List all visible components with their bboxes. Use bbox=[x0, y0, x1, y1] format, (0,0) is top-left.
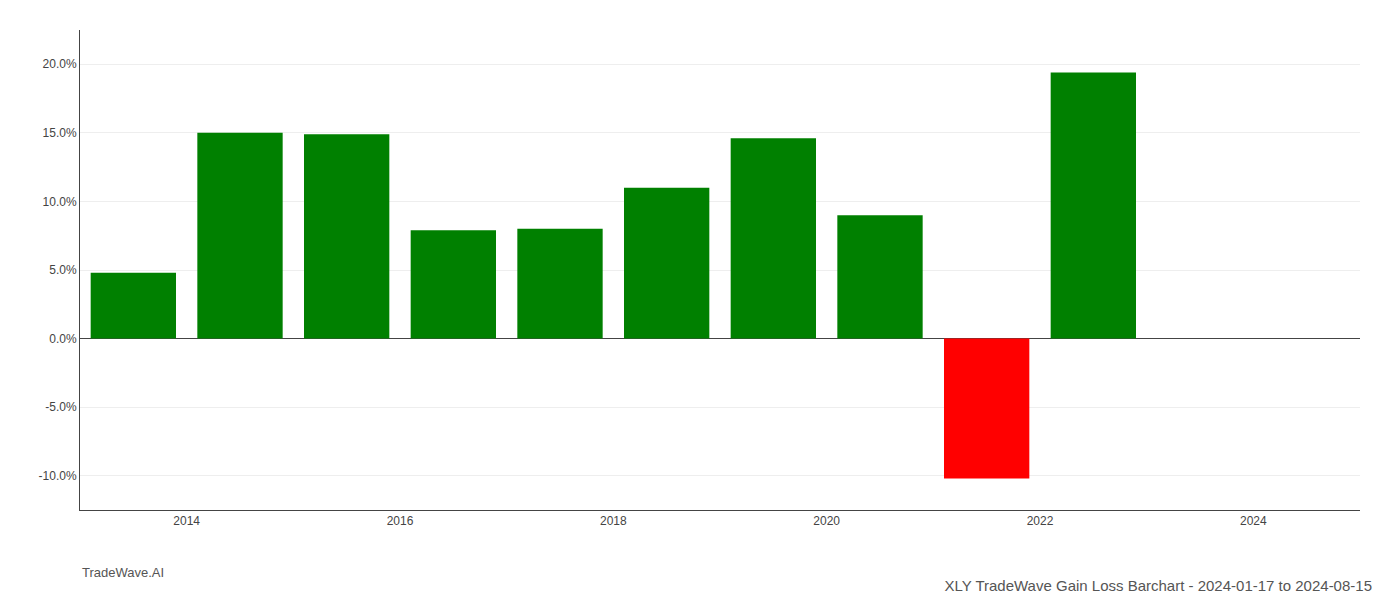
svg-text:XLY TradeWave Gain Loss Barcha: XLY TradeWave Gain Loss Barchart - 2024-… bbox=[945, 577, 1372, 594]
svg-text:0.0%: 0.0% bbox=[49, 332, 77, 346]
svg-text:2018: 2018 bbox=[600, 514, 627, 528]
svg-text:2020: 2020 bbox=[813, 514, 840, 528]
svg-text:-10.0%: -10.0% bbox=[39, 469, 77, 483]
svg-text:2024: 2024 bbox=[1240, 514, 1267, 528]
svg-text:5.0%: 5.0% bbox=[49, 263, 77, 277]
svg-text:2016: 2016 bbox=[387, 514, 414, 528]
svg-text:2014: 2014 bbox=[173, 514, 200, 528]
svg-text:2022: 2022 bbox=[1027, 514, 1054, 528]
svg-text:15.0%: 15.0% bbox=[43, 126, 77, 140]
svg-text:10.0%: 10.0% bbox=[43, 195, 77, 209]
svg-text:-5.0%: -5.0% bbox=[45, 400, 77, 414]
svg-text:TradeWave.AI: TradeWave.AI bbox=[82, 565, 164, 580]
svg-text:20.0%: 20.0% bbox=[43, 57, 77, 71]
